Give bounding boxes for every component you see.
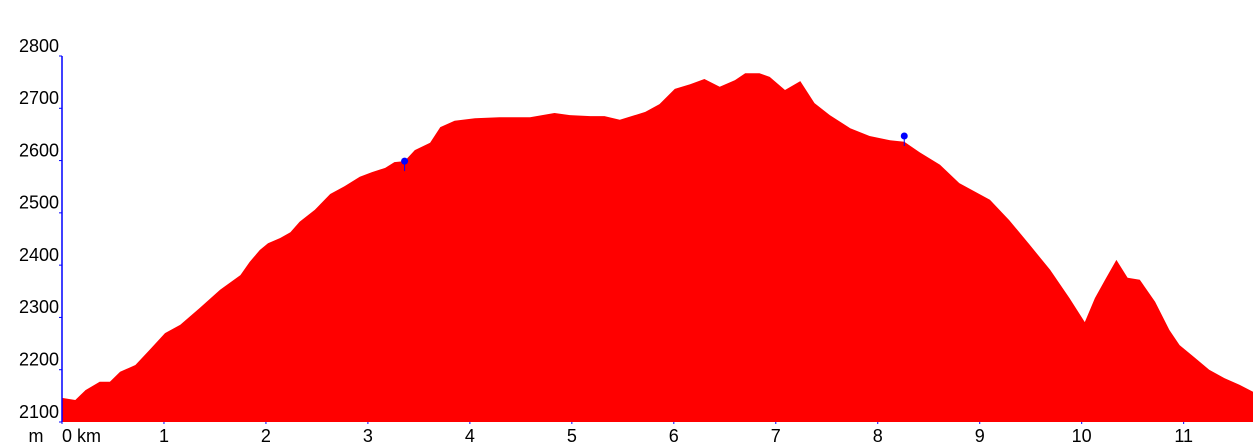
elevation-area	[62, 73, 1253, 423]
waypoint	[900, 132, 908, 140]
y-unit-label: m	[29, 426, 44, 445]
y-tick-label: 2500	[19, 193, 59, 213]
y-tick-label: 2100	[19, 402, 59, 422]
y-tick-label: 2200	[19, 349, 59, 369]
x-tick-label: 2	[261, 426, 271, 445]
x-tick-label: 3	[363, 426, 373, 445]
x-tick-label: 4	[465, 426, 475, 445]
y-tick-label: 2400	[19, 245, 59, 265]
x-tick-label: 8	[873, 426, 883, 445]
y-tick-label: 2300	[19, 297, 59, 317]
x-tick-label: 7	[771, 426, 781, 445]
waypoint	[401, 157, 409, 165]
x-tick-label: 6	[669, 426, 679, 445]
x-tick-label: 10	[1072, 426, 1092, 445]
x-tick-label: 5	[567, 426, 577, 445]
y-tick-label: 2700	[19, 88, 59, 108]
x-tick-label: 1	[159, 426, 169, 445]
y-tick-label: 2800	[19, 36, 59, 56]
y-tick-label: 2600	[19, 140, 59, 160]
x-tick-label: 11	[1174, 426, 1193, 445]
x-tick-label: 9	[975, 426, 985, 445]
x-tick-label: 0 km	[62, 426, 101, 445]
